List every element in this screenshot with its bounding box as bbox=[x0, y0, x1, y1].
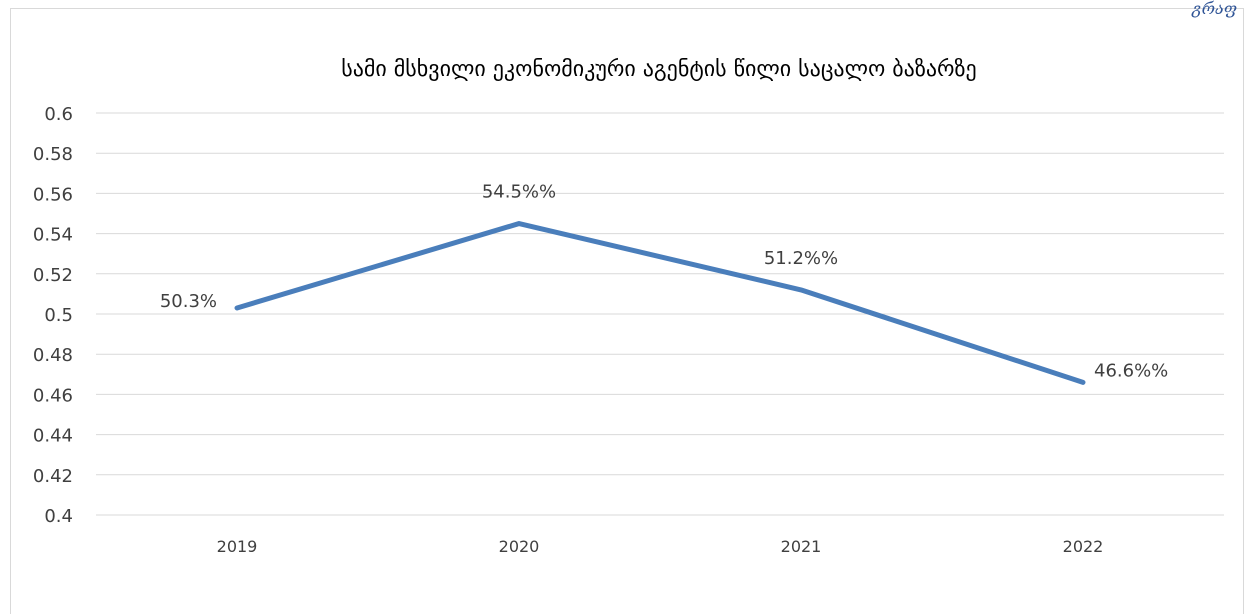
y-tick-label: 0.56 bbox=[33, 184, 73, 205]
x-tick-label: 2019 bbox=[217, 537, 258, 556]
data-labels: 50.3% 54.5%% 51.2%% 46.6%% bbox=[160, 182, 1168, 382]
y-tick-label: 0.48 bbox=[33, 345, 73, 366]
y-tick-label: 0.6 bbox=[44, 104, 73, 125]
data-label: 51.2%% bbox=[764, 248, 838, 269]
series-layer bbox=[237, 223, 1083, 382]
y-tick-label: 0.54 bbox=[33, 225, 73, 246]
y-tick-label: 0.44 bbox=[33, 426, 73, 447]
y-tick-label: 0.4 bbox=[44, 506, 73, 527]
chart-title: სამი მსხვილი ეკონომიკური აგენტის წილი სა… bbox=[341, 57, 976, 82]
y-tick-label: 0.52 bbox=[33, 265, 73, 286]
data-label: 46.6%% bbox=[1094, 360, 1168, 381]
x-tick-label: 2021 bbox=[781, 537, 822, 556]
series-line bbox=[237, 224, 1083, 383]
y-tick-label: 0.46 bbox=[33, 385, 73, 406]
gridlines bbox=[96, 113, 1224, 515]
data-label: 50.3% bbox=[160, 291, 217, 312]
y-tick-label: 0.58 bbox=[33, 144, 73, 165]
y-axis-ticks: 0.6 0.58 0.56 0.54 0.52 0.5 0.48 0.46 0.44 0.42 0.… bbox=[33, 104, 73, 527]
y-tick-label: 0.5 bbox=[44, 305, 73, 326]
y-tick-label: 0.42 bbox=[33, 466, 73, 487]
data-label: 54.5%% bbox=[482, 182, 556, 203]
x-axis-ticks: 2019 2020 2021 2022 bbox=[217, 537, 1104, 556]
x-tick-label: 2020 bbox=[499, 537, 540, 556]
x-tick-label: 2022 bbox=[1063, 537, 1104, 556]
